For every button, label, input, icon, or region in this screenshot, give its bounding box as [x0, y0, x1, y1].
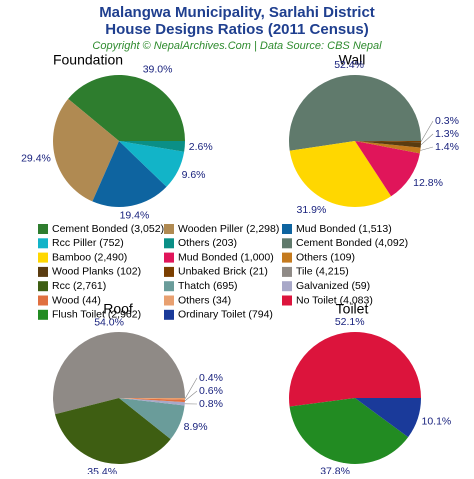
legend-label: Others (109) — [296, 251, 355, 263]
legend-swatch — [38, 253, 48, 263]
legend-swatch — [282, 281, 292, 291]
value-label: 10.1% — [422, 415, 452, 427]
value-label: 12.8% — [413, 177, 443, 189]
value-label: 0.6% — [199, 385, 223, 397]
legend-swatch — [38, 224, 48, 234]
legend-swatch — [282, 296, 292, 306]
value-label: 52.4% — [334, 59, 364, 71]
legend-label: Tile (4,215) — [296, 266, 349, 278]
leader-line — [421, 121, 433, 142]
value-label: 37.8% — [320, 465, 350, 474]
legend-swatch — [38, 267, 48, 277]
legend-label: Mud Bonded (1,000) — [178, 251, 274, 263]
value-label: 52.1% — [335, 316, 365, 328]
legend-label: Cement Bonded (4,092) — [296, 237, 408, 249]
value-label: 0.4% — [199, 372, 223, 384]
legend-swatch — [38, 238, 48, 248]
chart-title: House Designs Ratios (2011 Census) — [105, 21, 368, 38]
legend-swatch — [164, 238, 174, 248]
value-label: 35.4% — [87, 466, 117, 474]
legend-swatch — [38, 296, 48, 306]
legend-swatch — [282, 253, 292, 263]
legend-swatch — [164, 224, 174, 234]
legend-label: No Toilet (4,083) — [296, 294, 373, 306]
pie-title: Foundation — [53, 52, 123, 68]
legend-label: Bamboo (2,490) — [52, 251, 127, 263]
legend-swatch — [282, 267, 292, 277]
legend-swatch — [282, 224, 292, 234]
value-label: 31.9% — [297, 204, 327, 216]
chart-title: Malangwa Municipality, Sarlahi District — [99, 4, 375, 21]
leader-line — [421, 134, 433, 145]
value-label: 39.0% — [143, 63, 173, 75]
legend-swatch — [38, 310, 48, 320]
value-label: 29.4% — [21, 152, 51, 164]
value-label: 0.8% — [199, 398, 223, 410]
legend-swatch — [38, 281, 48, 291]
legend-label: Mud Bonded (1,513) — [296, 223, 392, 235]
legend-label: Rcc Piller (752) — [52, 237, 124, 249]
legend-label: Ordinary Toilet (794) — [178, 309, 273, 321]
value-label: 9.6% — [182, 169, 206, 181]
legend-label: Wood Planks (102) — [52, 266, 141, 278]
legend-swatch — [164, 253, 174, 263]
legend-label: Galvanized (59) — [296, 280, 370, 292]
value-label: 0.3% — [435, 115, 459, 127]
legend-label: Thatch (695) — [178, 280, 238, 292]
legend-label: Wood (44) — [52, 294, 101, 306]
legend-label: Others (34) — [178, 294, 231, 306]
chart-subtitle: Copyright © NepalArchives.Com | Data Sou… — [92, 40, 382, 52]
legend-swatch — [164, 296, 174, 306]
legend-swatch — [164, 267, 174, 277]
legend-label: Cement Bonded (3,052) — [52, 223, 164, 235]
legend-swatch — [164, 310, 174, 320]
legend-swatch — [282, 238, 292, 248]
leader-line — [420, 147, 433, 150]
legend-label: Others (203) — [178, 237, 237, 249]
pie-slice — [289, 332, 421, 407]
pie-slice — [289, 75, 421, 151]
value-label: 8.9% — [184, 421, 208, 433]
value-label: 2.6% — [189, 141, 213, 153]
value-label: 19.4% — [120, 209, 150, 221]
legend-label: Unbaked Brick (21) — [178, 266, 268, 278]
legend-label: Wooden Piller (2,298) — [178, 223, 279, 235]
legend-label: Rcc (2,761) — [52, 280, 106, 292]
legend-label: Flush Toilet (2,962) — [52, 309, 141, 321]
value-label: 1.4% — [435, 141, 459, 153]
value-label: 1.3% — [435, 128, 459, 140]
legend-swatch — [164, 281, 174, 291]
